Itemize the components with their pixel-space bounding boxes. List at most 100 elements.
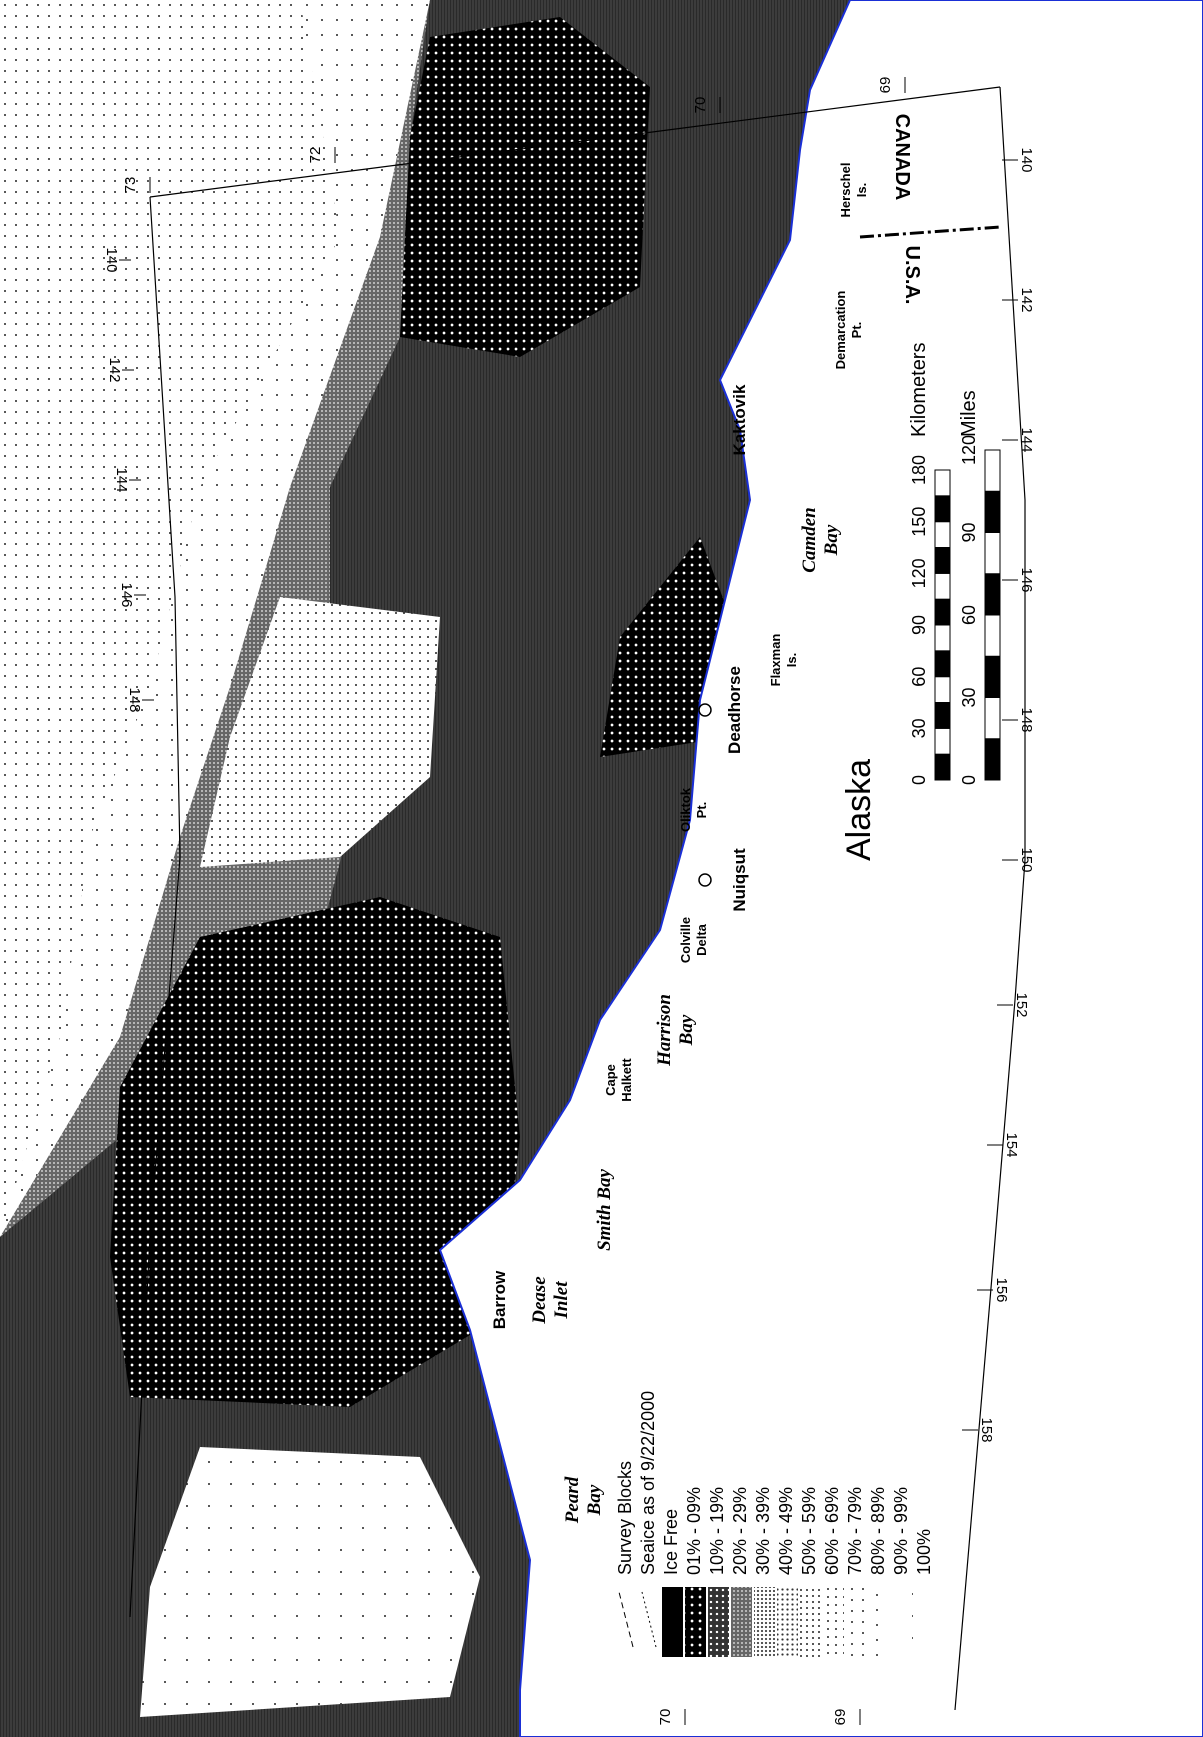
scale-tick-label: 0 [959, 775, 979, 785]
latitude-label: 73 [122, 177, 139, 194]
legend-label: 100% [914, 1529, 934, 1575]
ice-patch [140, 1447, 480, 1717]
scale-segment [984, 614, 1001, 657]
scale-segment [934, 469, 951, 497]
longitude-label: 156 [993, 1277, 1010, 1302]
longitude-label: 150 [1018, 847, 1035, 872]
legend-label: 10% - 19% [707, 1487, 727, 1575]
place-label: Halkett [619, 1058, 634, 1102]
scale-tick-label: 90 [959, 522, 979, 542]
legend-label: Seaice as of 9/22/2000 [638, 1391, 658, 1575]
place-label: Nuiqsut [730, 848, 749, 912]
place-label: Kaktovik [730, 384, 749, 455]
place-label: Harrison [654, 994, 675, 1067]
longitude-label: 148 [1018, 707, 1035, 732]
scale-tick-label: 120 [909, 558, 929, 588]
place-label: Is. [854, 183, 869, 197]
ice-patch [200, 597, 440, 867]
scale-segment [934, 572, 951, 600]
longitude-label: 140 [103, 247, 120, 272]
scale-tick-label: 120 [959, 435, 979, 465]
place-label: Oliktok [678, 787, 693, 832]
longitude-label: 146 [118, 582, 135, 607]
legend-label: 50% - 59% [799, 1487, 819, 1575]
latitude-label: 72 [307, 147, 324, 164]
longitude-label: 144 [1018, 427, 1035, 452]
country-label: CANADA [891, 114, 913, 201]
frame-line [149, 86, 1001, 198]
latitude-label: 71 [502, 117, 519, 134]
latitude-label: 70 [657, 1709, 674, 1726]
scale-tick-label: 0 [909, 775, 929, 785]
scale-label: Kilometers [908, 343, 930, 437]
place-label: Inlet [551, 1281, 572, 1320]
legend-label: Survey Blocks [615, 1461, 635, 1575]
place-label: Barrow [490, 1270, 509, 1329]
legend-swatch [777, 1587, 798, 1657]
scale-segment [934, 701, 951, 729]
place-label: Pt. [694, 802, 709, 819]
place-label: Bay [821, 524, 842, 556]
scale-segment [984, 532, 1001, 575]
longitude-label: 142 [1018, 287, 1035, 312]
scale-segment [984, 573, 1001, 616]
legend-label: 90% - 99% [891, 1487, 911, 1575]
longitude-label: 140 [1018, 147, 1035, 172]
place-label: Colville [678, 917, 693, 963]
place-label: Delta [694, 923, 709, 956]
legend-label: 80% - 89% [868, 1487, 888, 1575]
scale-segment [934, 727, 951, 755]
scale-label: Miles [958, 390, 980, 437]
legend-swatch [800, 1587, 821, 1657]
scale-segment [934, 495, 951, 523]
legend-swatch [685, 1587, 706, 1657]
scale-segment [934, 547, 951, 574]
latitude-label: 69 [877, 77, 894, 94]
place-label: Camden [799, 507, 820, 572]
place-label: Pt. [849, 322, 864, 339]
scale-segment [934, 753, 951, 781]
legend-label: 40% - 49% [776, 1487, 796, 1575]
legend-label: 20% - 29% [730, 1487, 750, 1575]
legend-swatch [869, 1587, 890, 1657]
legend-label: 30% - 39% [753, 1487, 773, 1575]
latitude-label: 70 [692, 97, 709, 114]
sea-ice [0, 0, 340, 1737]
scale-segment [934, 521, 951, 548]
longitude-label: 148 [126, 687, 143, 712]
place-label: Herschel [838, 163, 853, 218]
land-label: Alaska [840, 759, 878, 861]
place-label: Demarcation [833, 291, 848, 370]
scale-tick-label: 150 [909, 507, 929, 537]
place-label: Bay [584, 1484, 605, 1516]
place-label: Deadhorse [725, 666, 744, 754]
legend-swatch [731, 1587, 752, 1657]
place-label: Cape [603, 1064, 618, 1096]
place-label: Peard [562, 1476, 583, 1524]
place-label: Dease [529, 1276, 550, 1325]
longitude-label: 152 [1013, 992, 1030, 1017]
legend-label: Ice Free [661, 1509, 681, 1575]
scale-segment [934, 624, 951, 652]
legend-swatch [892, 1587, 913, 1657]
latitude-label: 69 [832, 1709, 849, 1726]
legend-label: 01% - 09% [684, 1487, 704, 1575]
place-label: Smith Bay [594, 1169, 615, 1251]
place-label: Bay [676, 1014, 697, 1046]
scale-segment [984, 449, 1001, 492]
ice-patch [110, 897, 520, 1407]
land [438, 0, 1203, 1737]
place-label: Flaxman [768, 634, 783, 687]
scale-tick-label: 30 [909, 718, 929, 738]
legend-swatch [754, 1587, 775, 1657]
border-line [859, 225, 1001, 239]
scale-segment [984, 738, 1001, 781]
scale-segment [984, 490, 1001, 533]
longitude-label: 146 [1018, 567, 1035, 592]
town-marker [698, 703, 712, 717]
scale-segment [934, 650, 951, 678]
frame-line [954, 86, 1026, 1711]
town-marker [698, 873, 712, 887]
